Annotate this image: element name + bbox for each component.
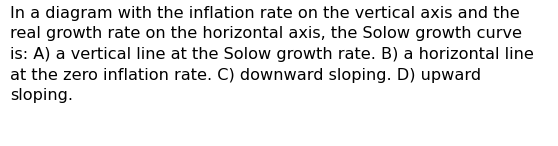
Text: In a diagram with the inflation rate on the vertical axis and the
real growth ra: In a diagram with the inflation rate on …: [10, 6, 534, 103]
